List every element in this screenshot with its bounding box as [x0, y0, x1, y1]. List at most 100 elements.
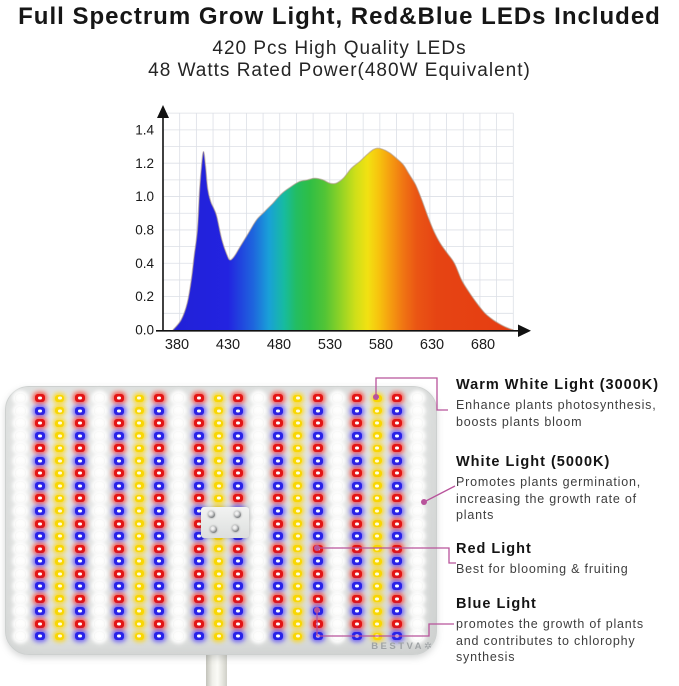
led [74, 431, 85, 440]
led [312, 607, 323, 616]
led [233, 582, 244, 591]
led [293, 545, 303, 553]
led [252, 480, 264, 491]
led [273, 569, 284, 578]
led [193, 557, 204, 566]
led [114, 431, 125, 440]
led [134, 469, 144, 477]
led [332, 430, 344, 441]
led [134, 394, 144, 402]
led [252, 631, 264, 642]
led [332, 593, 344, 604]
led [55, 532, 65, 540]
led [252, 393, 264, 403]
led [352, 406, 363, 415]
led [173, 518, 185, 529]
led [252, 581, 264, 592]
led [14, 493, 26, 504]
brand-text: BESTVA [371, 641, 425, 652]
led [193, 569, 204, 578]
led [114, 532, 125, 541]
led [372, 545, 382, 553]
led [214, 419, 223, 427]
led [134, 520, 144, 527]
led [392, 419, 403, 428]
led [411, 618, 423, 629]
led [411, 405, 423, 416]
led [392, 632, 403, 641]
led [173, 405, 185, 416]
led [74, 456, 85, 465]
led [293, 457, 303, 465]
led [372, 407, 382, 415]
mounting-pole [206, 650, 227, 686]
svg-text:480: 480 [267, 337, 291, 353]
page-title: Full Spectrum Grow Light, Red&Blue LEDs … [18, 3, 661, 30]
led [233, 569, 244, 578]
led [293, 507, 303, 515]
led [173, 418, 185, 429]
led [153, 607, 164, 616]
led [332, 568, 344, 579]
led [273, 607, 284, 616]
led [173, 480, 185, 491]
led [352, 557, 363, 566]
spectrum-area [172, 148, 514, 330]
callout-desc: promotes the growth of plants and contri… [456, 617, 644, 664]
svg-text:1.0: 1.0 [135, 189, 154, 204]
led [392, 394, 403, 402]
led [214, 444, 223, 452]
led [293, 620, 303, 628]
led [411, 593, 423, 604]
led [273, 469, 284, 478]
led [293, 419, 303, 427]
callout-desc: Enhance plants photosynthesis, boosts pl… [456, 398, 657, 429]
led [74, 532, 85, 541]
led [55, 620, 65, 628]
led [93, 430, 105, 441]
led [332, 468, 344, 479]
led [392, 519, 403, 528]
led [252, 468, 264, 479]
led [153, 532, 164, 541]
svg-text:0.2: 0.2 [135, 289, 154, 304]
led [74, 494, 85, 503]
led [312, 619, 323, 628]
led [153, 444, 164, 453]
led [193, 607, 204, 616]
led [14, 480, 26, 491]
led [173, 631, 185, 642]
svg-text:680: 680 [471, 337, 495, 353]
led [14, 568, 26, 579]
led [173, 556, 185, 567]
led [74, 506, 85, 515]
sun-icon: ✲ [424, 641, 432, 652]
led [252, 418, 264, 429]
led [74, 544, 85, 553]
led [34, 406, 45, 415]
led [411, 493, 423, 504]
led [134, 407, 144, 415]
led [252, 405, 264, 416]
led [252, 556, 264, 567]
led [74, 394, 85, 402]
led [352, 469, 363, 478]
led [372, 557, 382, 565]
led [332, 443, 344, 454]
led [93, 568, 105, 579]
led [352, 419, 363, 428]
led [273, 594, 284, 603]
led [93, 581, 105, 592]
led [14, 468, 26, 479]
led [55, 494, 65, 502]
led [134, 432, 144, 440]
led [214, 394, 223, 402]
callout-white: White Light (5000K) Promotes plants germ… [456, 454, 678, 524]
led [214, 595, 223, 603]
led [252, 518, 264, 529]
led [233, 431, 244, 440]
led [411, 455, 423, 466]
led [14, 543, 26, 554]
callout-desc: Promotes plants germination, increasing … [456, 475, 641, 522]
led [193, 406, 204, 415]
